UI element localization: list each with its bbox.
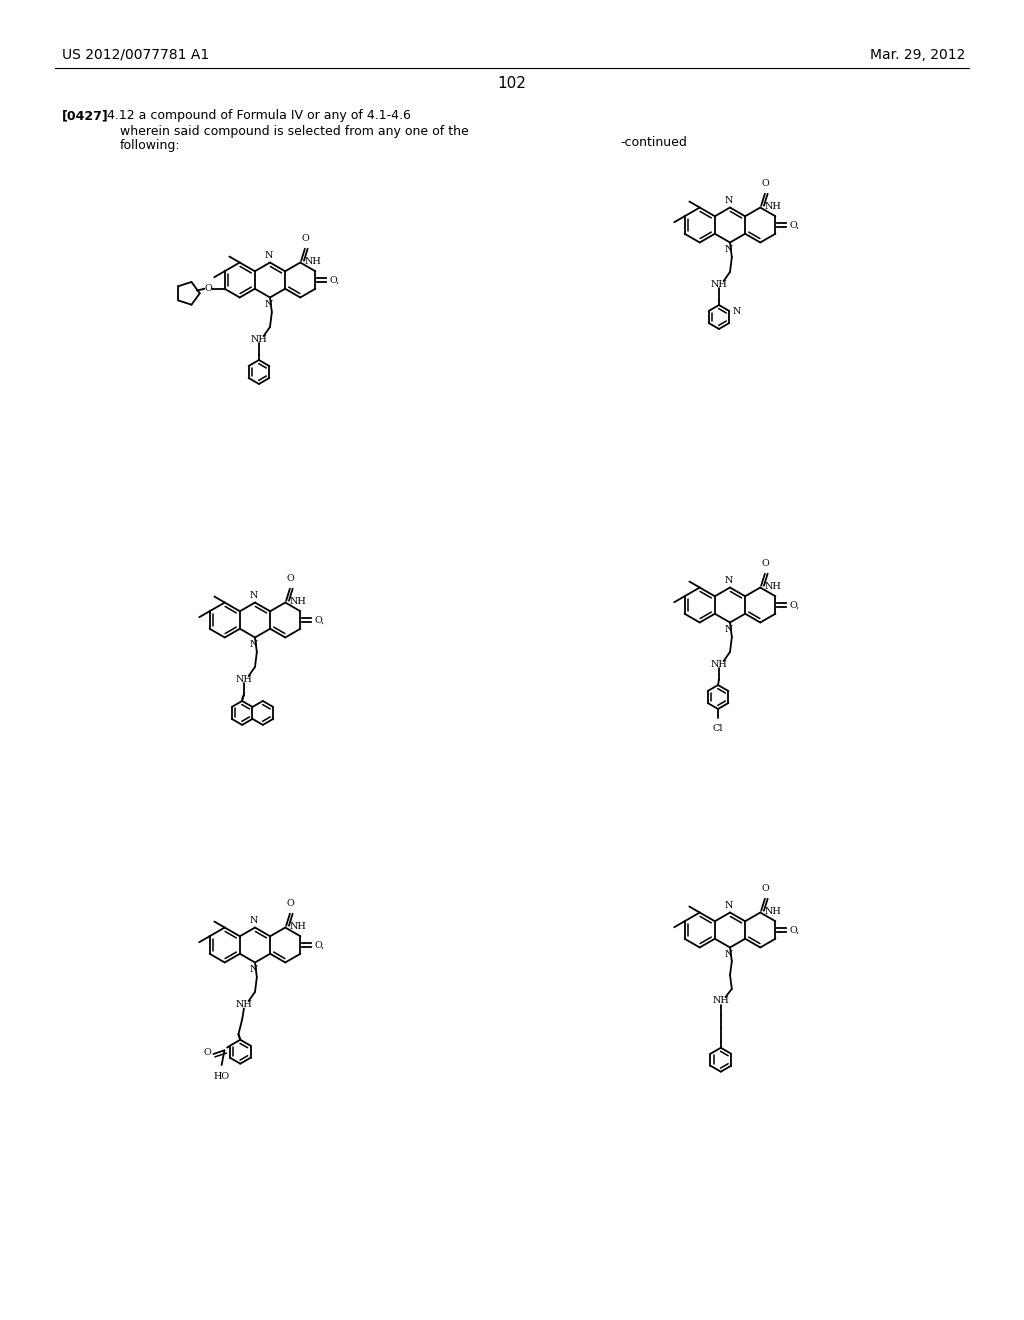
Text: N: N: [725, 576, 733, 585]
Text: NH: NH: [765, 582, 781, 591]
Text: NH: NH: [290, 923, 306, 931]
Text: US 2012/0077781 A1: US 2012/0077781 A1: [62, 48, 209, 62]
Text: N: N: [250, 916, 258, 925]
Text: O,: O,: [790, 220, 800, 230]
Text: NH: NH: [765, 907, 781, 916]
Text: NH: NH: [236, 1001, 252, 1010]
Text: NH: NH: [765, 202, 781, 211]
Text: wherein said compound is selected from any one of the: wherein said compound is selected from a…: [120, 124, 469, 137]
Text: N: N: [725, 195, 733, 205]
Text: O,: O,: [314, 615, 325, 624]
Text: NH: NH: [713, 997, 729, 1006]
Text: N: N: [725, 626, 733, 634]
Text: N: N: [725, 246, 733, 255]
Text: following:: following:: [120, 140, 180, 153]
Text: [0427]: [0427]: [62, 110, 109, 123]
Text: N: N: [250, 591, 258, 599]
Text: 4.12 a compound of Formula IV or any of 4.1-4.6: 4.12 a compound of Formula IV or any of …: [106, 110, 411, 123]
Text: Cl: Cl: [713, 723, 723, 733]
Text: NH: NH: [290, 597, 306, 606]
Text: O: O: [287, 574, 295, 583]
Text: -continued: -continued: [620, 136, 687, 149]
Text: N: N: [265, 300, 273, 309]
Text: O,: O,: [314, 940, 325, 949]
Text: O,: O,: [790, 601, 800, 610]
Text: N: N: [725, 900, 733, 909]
Text: N: N: [725, 950, 733, 960]
Text: NH: NH: [251, 335, 267, 345]
Text: N: N: [732, 306, 740, 315]
Text: NH: NH: [236, 676, 252, 684]
Text: O: O: [204, 1048, 212, 1057]
Text: NH: NH: [711, 660, 727, 669]
Text: Mar. 29, 2012: Mar. 29, 2012: [870, 48, 966, 62]
Text: O: O: [762, 180, 770, 189]
Text: 102: 102: [498, 75, 526, 91]
Text: O,: O,: [329, 276, 340, 285]
Text: O: O: [762, 560, 770, 568]
Text: O: O: [204, 284, 212, 293]
Text: NH: NH: [711, 280, 727, 289]
Text: O: O: [302, 234, 309, 243]
Text: O: O: [287, 899, 295, 908]
Text: NH: NH: [305, 257, 322, 267]
Text: N: N: [250, 965, 258, 974]
Text: HO: HO: [214, 1072, 229, 1081]
Text: O,: O,: [790, 925, 800, 935]
Text: O: O: [762, 884, 770, 894]
Text: N: N: [250, 640, 258, 649]
Text: N: N: [265, 251, 273, 260]
